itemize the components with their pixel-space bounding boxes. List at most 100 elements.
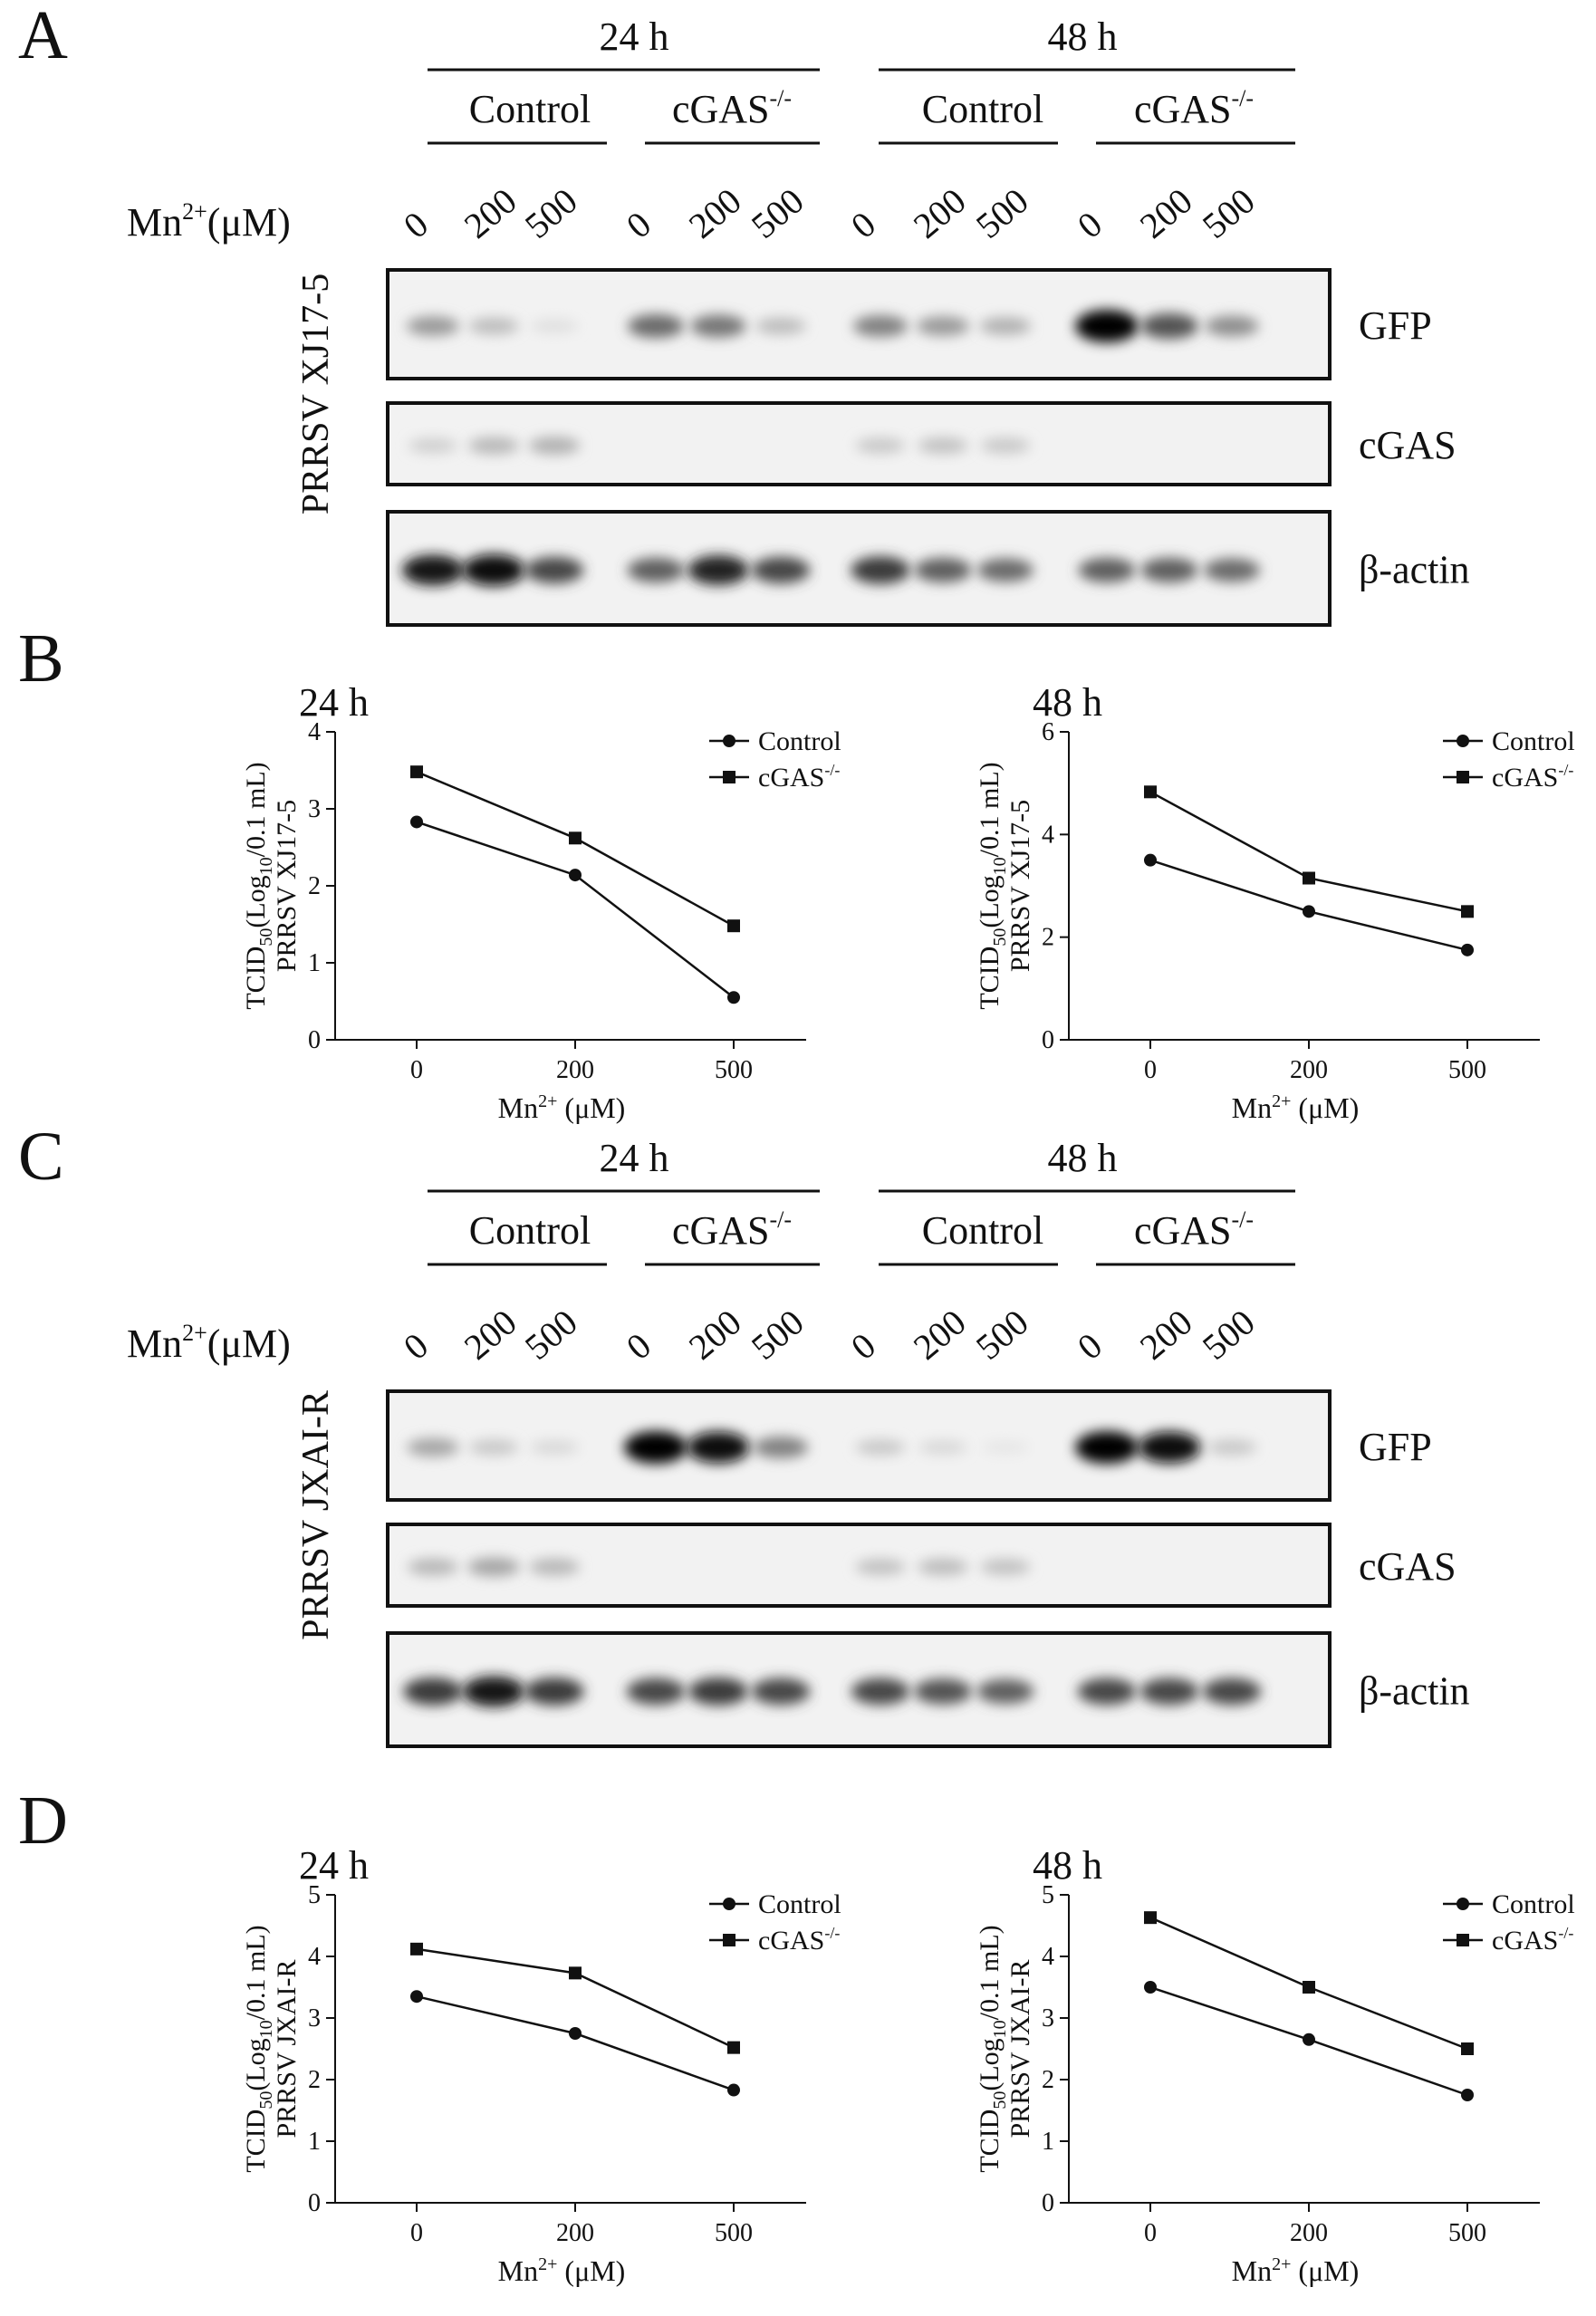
x-axis-label-sup: 2+ — [538, 2254, 557, 2274]
data-point-cgas — [569, 1966, 582, 1980]
group-label: cGAS-/- — [672, 85, 792, 131]
dose-label: 200 — [681, 180, 749, 246]
x-tick-label: 0 — [1144, 2219, 1157, 2247]
blot-band — [628, 313, 684, 339]
y-tick-label: 6 — [1042, 718, 1054, 746]
treatment-label-sup: 2+ — [182, 198, 207, 225]
dose-label: 500 — [1195, 180, 1263, 246]
y-tick-label: 0 — [1042, 2189, 1054, 2217]
group-label: cGAS-/- — [672, 1206, 792, 1253]
x-axis-label-unit: (μM) — [557, 1091, 625, 1124]
data-point-cgas — [1461, 905, 1474, 918]
y-axis-label-line2: PRRSV JXAI-R — [272, 1959, 302, 2138]
legend-label: cGAS-/- — [1492, 1924, 1573, 1956]
y-tick-label: 5 — [308, 1881, 321, 1909]
y-axis-label-sub: 10 — [990, 857, 1010, 875]
data-point-control — [727, 991, 740, 1004]
data-point-cgas — [410, 1942, 423, 1956]
x-tick-label: 200 — [556, 1056, 594, 1084]
y-axis-label-text: (Log — [241, 2038, 271, 2090]
data-point-control — [410, 815, 423, 829]
legend-label-text: cGAS — [1492, 763, 1558, 793]
dose-label: 0 — [396, 204, 436, 246]
blot-band — [407, 1437, 459, 1457]
y-tick-label: 5 — [1042, 1881, 1054, 1909]
y-axis-label-text: (Log — [975, 2038, 1005, 2090]
x-axis-label-sup: 2+ — [1272, 2254, 1291, 2274]
blot-cgas — [386, 401, 1332, 486]
legend-marker — [1457, 1934, 1469, 1946]
x-tick-label: 500 — [715, 2219, 753, 2247]
blot-band — [1204, 558, 1260, 582]
blot-band — [403, 1677, 463, 1706]
dose-label: 0 — [619, 1325, 659, 1368]
group-label-text: Control — [922, 87, 1043, 131]
blot-band — [626, 1677, 686, 1706]
data-point-cgas — [410, 765, 423, 779]
x-axis-label-text: Mn — [1232, 1091, 1272, 1124]
x-axis-label: Mn2+ (μM) — [498, 2254, 626, 2287]
y-tick-label: 0 — [1042, 1026, 1054, 1054]
y-axis-label-sub: 50 — [990, 928, 1010, 947]
treatment-label: Mn2+(μM) — [127, 198, 291, 245]
time-group-label: 24 h — [600, 1136, 669, 1180]
x-tick-label: 200 — [556, 2219, 594, 2247]
legend-label-text: cGAS — [758, 1926, 824, 1956]
y-tick-label: 3 — [308, 795, 321, 823]
x-axis-label-sup: 2+ — [1272, 1091, 1291, 1111]
dose-label: 500 — [968, 180, 1036, 246]
y-tick-label: 0 — [308, 2189, 321, 2217]
blot-label: β-actin — [1359, 1669, 1470, 1714]
y-tick-label: 0 — [308, 1026, 321, 1054]
legend-label: Control — [758, 1889, 841, 1919]
blot-band — [467, 1557, 520, 1577]
series-line — [416, 821, 735, 999]
virus-label: PRRSV JXAI-R — [295, 1390, 337, 1640]
y-axis-label-text: TCID — [975, 2109, 1005, 2173]
legend-marker — [1457, 1898, 1469, 1910]
data-point-cgas — [1461, 2042, 1474, 2055]
y-tick-label: 1 — [308, 2128, 321, 2156]
series-line — [416, 771, 735, 927]
blot-label: GFP — [1359, 303, 1432, 348]
y-axis-label-line2: PRRSV XJ17-5 — [272, 800, 302, 972]
x-tick-label: 200 — [1290, 2219, 1328, 2247]
y-tick-label: 4 — [308, 1943, 321, 1971]
x-tick-label: 0 — [1144, 1056, 1157, 1084]
group-label-sup: -/- — [1232, 1206, 1255, 1233]
chart-title: 48 h — [1033, 1843, 1102, 1888]
virus-label: PRRSV XJ17-5 — [295, 274, 337, 514]
data-point-cgas — [1303, 871, 1315, 885]
y-axis-label: TCID50(Log10/0.1 mL) — [975, 1925, 1010, 2172]
blot-beta-actin — [386, 510, 1332, 627]
legend-label-text: Control — [1492, 726, 1575, 756]
chart-title: 48 h — [1033, 680, 1102, 725]
blot-band — [1075, 1431, 1139, 1464]
group-label: Control — [922, 1208, 1043, 1253]
blot-band — [688, 1677, 748, 1706]
series-line — [416, 1994, 735, 2091]
blot-cgas — [386, 1523, 1332, 1608]
panel-letter: D — [18, 1783, 68, 1859]
dose-label: 200 — [906, 1302, 974, 1368]
legend-label: Control — [1492, 726, 1575, 756]
data-point-control — [1461, 943, 1474, 956]
y-axis-label-text: (Log — [975, 875, 1005, 927]
dose-label: 200 — [457, 180, 524, 246]
treatment-label-unit: (μM) — [207, 1321, 291, 1366]
group-label-sup: -/- — [770, 1206, 793, 1233]
legend-marker — [1457, 735, 1469, 747]
dose-label: 0 — [396, 1325, 436, 1368]
legend-label: cGAS-/- — [758, 761, 840, 793]
group-label-sup: -/- — [1232, 85, 1255, 111]
blot-band — [751, 1677, 811, 1706]
blot-band — [1077, 1677, 1137, 1706]
blot-band — [687, 1431, 750, 1464]
blot-band — [852, 315, 909, 337]
x-axis-label-text: Mn — [498, 2254, 538, 2287]
blot-band — [524, 556, 584, 584]
time-group-label: 48 h — [1048, 1136, 1118, 1180]
x-tick-label: 500 — [1448, 2219, 1486, 2247]
